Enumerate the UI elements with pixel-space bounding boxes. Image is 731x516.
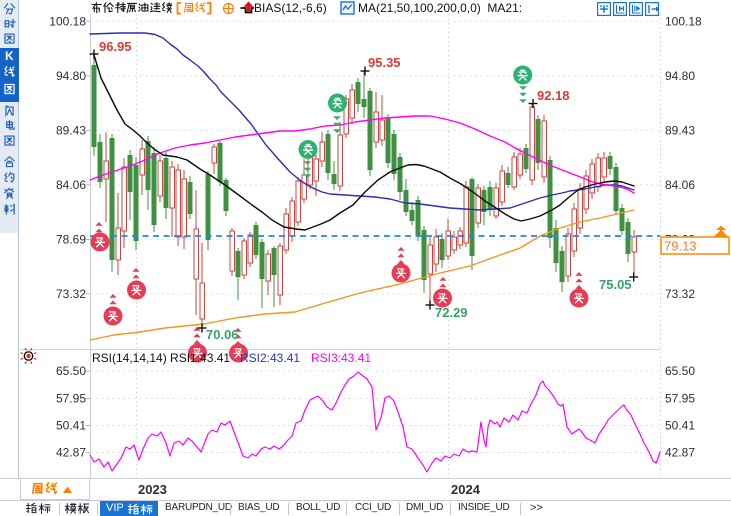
- svg-text:96.95: 96.95: [99, 39, 132, 54]
- svg-text:94.80: 94.80: [56, 69, 86, 83]
- svg-text:89.43: 89.43: [56, 123, 86, 137]
- svg-text:57.95: 57.95: [665, 392, 695, 406]
- svg-text:94.80: 94.80: [665, 69, 695, 83]
- svg-text:72.29: 72.29: [435, 305, 468, 320]
- svg-text:50.41: 50.41: [665, 419, 695, 433]
- svg-text:65.50: 65.50: [56, 364, 86, 378]
- svg-text:84.06: 84.06: [56, 178, 86, 192]
- svg-text:57.95: 57.95: [56, 392, 86, 406]
- svg-text:65.50: 65.50: [665, 364, 695, 378]
- svg-text:50.41: 50.41: [56, 419, 86, 433]
- svg-text:100.18: 100.18: [665, 14, 702, 28]
- svg-text:RSI(14,14,14) RSI1:43.41: RSI(14,14,14) RSI1:43.41: [92, 351, 230, 365]
- svg-text:75.05: 75.05: [599, 277, 632, 292]
- svg-text:70.06: 70.06: [206, 327, 239, 342]
- svg-text:100.18: 100.18: [49, 14, 86, 28]
- svg-text:78.69: 78.69: [56, 232, 86, 246]
- svg-text:79.13: 79.13: [664, 239, 697, 254]
- svg-text:RSI3:43.41: RSI3:43.41: [311, 351, 371, 365]
- svg-text:89.43: 89.43: [665, 123, 695, 137]
- svg-text:95.35: 95.35: [368, 55, 401, 70]
- svg-text:92.18: 92.18: [537, 88, 570, 103]
- svg-text:42.87: 42.87: [665, 446, 695, 460]
- svg-text:42.87: 42.87: [56, 446, 86, 460]
- svg-text:73.32: 73.32: [56, 287, 86, 301]
- svg-text:RSI2:43.41: RSI2:43.41: [240, 351, 300, 365]
- svg-text:73.32: 73.32: [665, 287, 695, 301]
- svg-text:84.06: 84.06: [665, 178, 695, 192]
